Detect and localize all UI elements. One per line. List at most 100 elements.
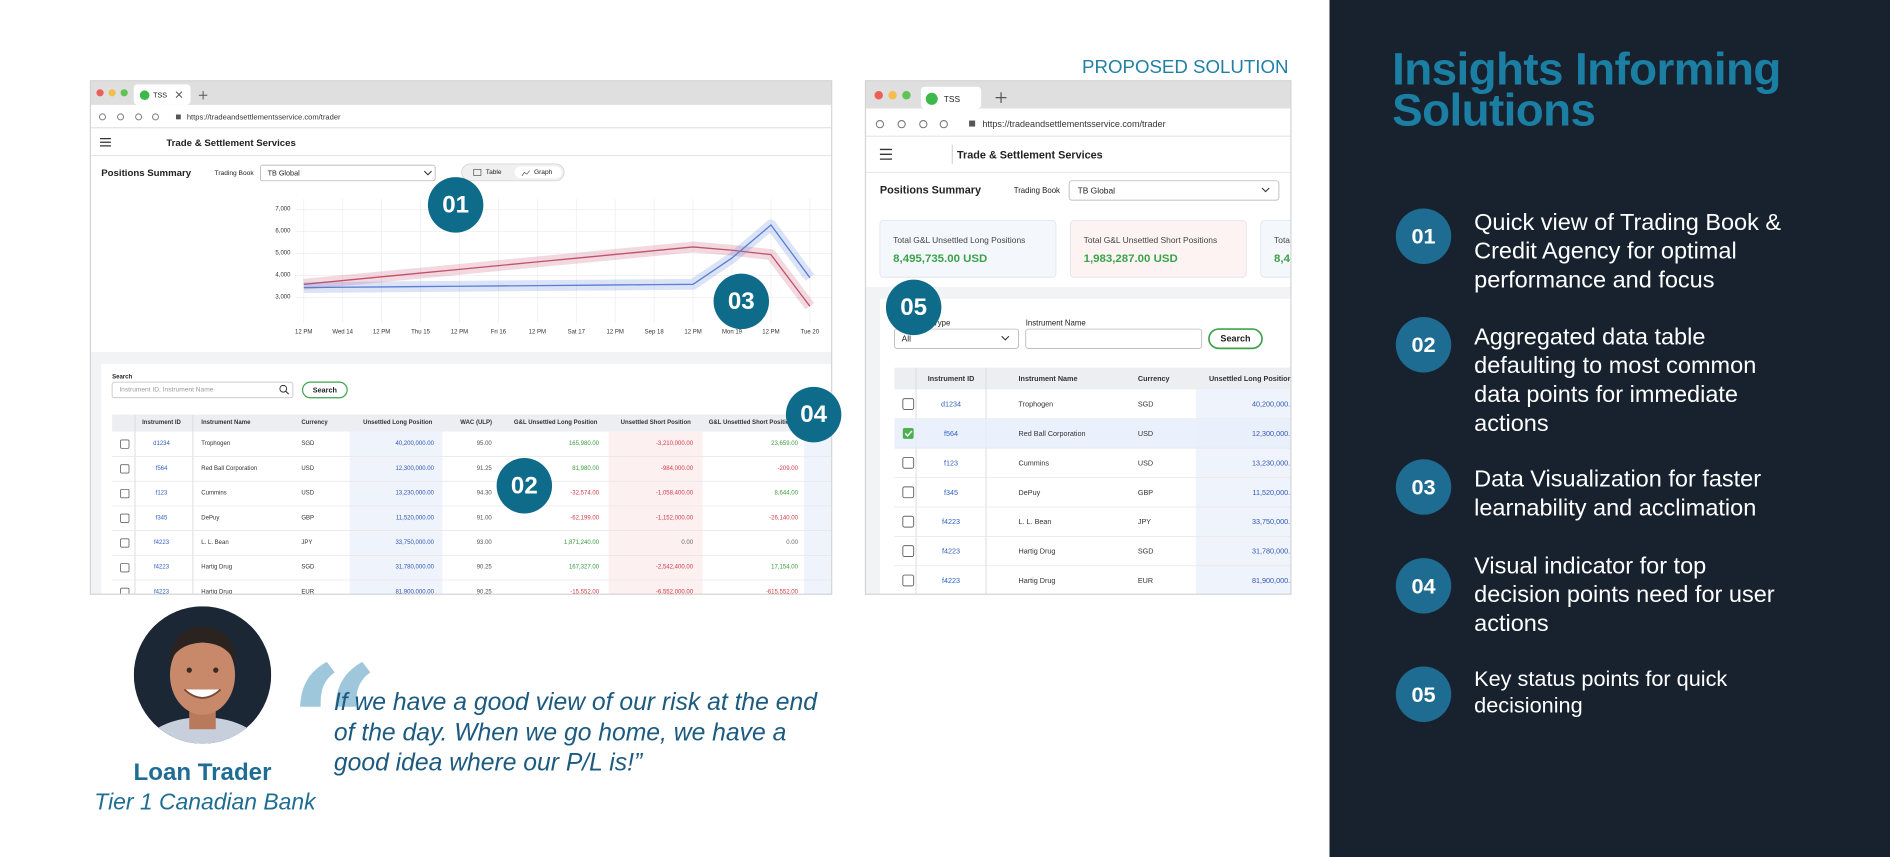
table-cell: 33,750,000.00 [395,540,434,546]
table-cell: GBP [1138,488,1153,497]
column-header: Instrument ID [142,420,181,426]
table-cell: f123 [156,491,168,497]
summary-card [879,220,1057,278]
table-cell: -209.00 [778,466,799,472]
table-cell: f345 [156,515,168,521]
chevron [423,170,432,176]
x-tick-label: 12 PM [295,330,312,336]
chevron [1261,187,1270,193]
search-placeholder: Instrument ID, Instrument Name [119,386,213,393]
column-bg [349,431,443,595]
point-text: data points for immediate [1474,381,1738,407]
nav-icon [135,113,143,121]
table-cell: 95.00 [477,441,493,447]
table-cell: 0.00 [681,540,693,546]
table-cell: 167,327.00 [569,565,600,571]
lock-icon [969,120,976,127]
search-icon [285,390,290,395]
column-header: Unsettled Short Position [621,420,692,426]
table-cell: 81,900,000.00 [395,589,434,595]
point-number: 02 [1411,332,1435,357]
checkbox [902,515,915,528]
point-text: learnability and acclimation [1474,494,1756,520]
section-title: Positions Summary [101,168,192,179]
point-text: performance and focus [1474,267,1714,293]
column-header: Instrument Name [201,420,251,426]
proposed-screen: TSS https://tradeandsettlementsservice.co… [865,80,1298,595]
point-badge [1395,666,1452,723]
nav-icon [919,119,928,129]
card-value: 8,495,735.00 USD [893,253,987,265]
x-tick-label: Sat 17 [568,330,586,336]
search-button-label: Search [1220,334,1250,344]
table-cell: USD [301,466,314,472]
y-tick-label: 6,000 [275,229,291,235]
table-cell: USD [1138,458,1153,467]
eye [186,667,192,673]
toggle-label: Graph [534,169,553,176]
check-icon [904,430,913,437]
x-tick-label: 12 PM [451,330,468,336]
table-cell: -615,552.00 [766,589,799,595]
callout-badge [785,386,842,443]
table-cell: -62,199.00 [570,515,599,521]
select [1068,180,1280,201]
slide-title: Insights Informing Solutions [1392,43,1781,135]
checkbox [902,486,915,499]
section-title: Positions Summary [880,184,981,196]
summary-card [1069,220,1247,278]
select [260,164,436,182]
tab-icon [139,90,150,101]
checkbox [120,439,130,449]
callout-number: 03 [728,288,755,315]
table-cell: 90.25 [477,565,493,571]
callout-badge [713,273,770,330]
table-cell: 91.00 [477,515,493,521]
table-cell: 40,200,000.00 [1252,400,1298,409]
table-cell: DePuy [201,515,219,521]
search-input [1025,328,1203,349]
point-badge [1395,317,1452,373]
field-label: Trading Book [215,170,255,177]
card-value: 8,4 [1274,253,1291,265]
checkbox [120,587,130,595]
table-cell: 91.25 [477,466,493,472]
url: https://tradeandsettlementsservice.com/t… [187,112,341,121]
field-label: Instrument Name [1026,319,1086,328]
point-text: Quick view of Trading Book & [1474,209,1781,235]
table-cell: f4223 [942,547,960,556]
table-cell: Red Ball Corporation [1019,429,1086,438]
quote-mark: “ [289,631,379,815]
toggle-label: Table [486,169,502,176]
select-value: TB Global [1078,185,1116,195]
table-cell: Red Ball Corporation [201,466,257,472]
search-input [111,381,294,399]
select-value: TB Global [268,168,300,177]
checkbox [902,398,915,410]
table-cell: -6,552,000.00 [656,589,694,595]
checkbox [120,538,130,548]
callout-badge [427,177,484,233]
table-cell: f123 [944,458,958,467]
app-title: Trade & Settlement Services [166,138,295,149]
select [894,328,1019,349]
point-text: Visual indicator for top [1474,552,1706,578]
series-line [303,246,811,307]
table-cell: -1,152,000.00 [656,515,694,521]
point-text: Data Visualization for faster [1474,466,1761,492]
y-tick-label: 5,000 [275,251,291,257]
x-tick-label: Fri 16 [491,330,507,336]
table-cell: Hartig Drug [1019,547,1056,556]
point-text: decisioning [1474,693,1583,718]
table-cell: 13,230,000.00 [395,491,434,497]
table-cell: Trophogen [201,441,230,447]
table-cell: EUR [1138,576,1153,585]
window-dot [888,91,897,100]
nav-icon [897,119,906,129]
column-header: Currency [301,420,328,426]
column-bg [803,431,832,595]
quote-name: Loan Trader [134,759,273,786]
table-cell: 94.30 [477,491,493,497]
table-cell: 0.00 [786,540,798,546]
summary-card [1260,220,1291,278]
